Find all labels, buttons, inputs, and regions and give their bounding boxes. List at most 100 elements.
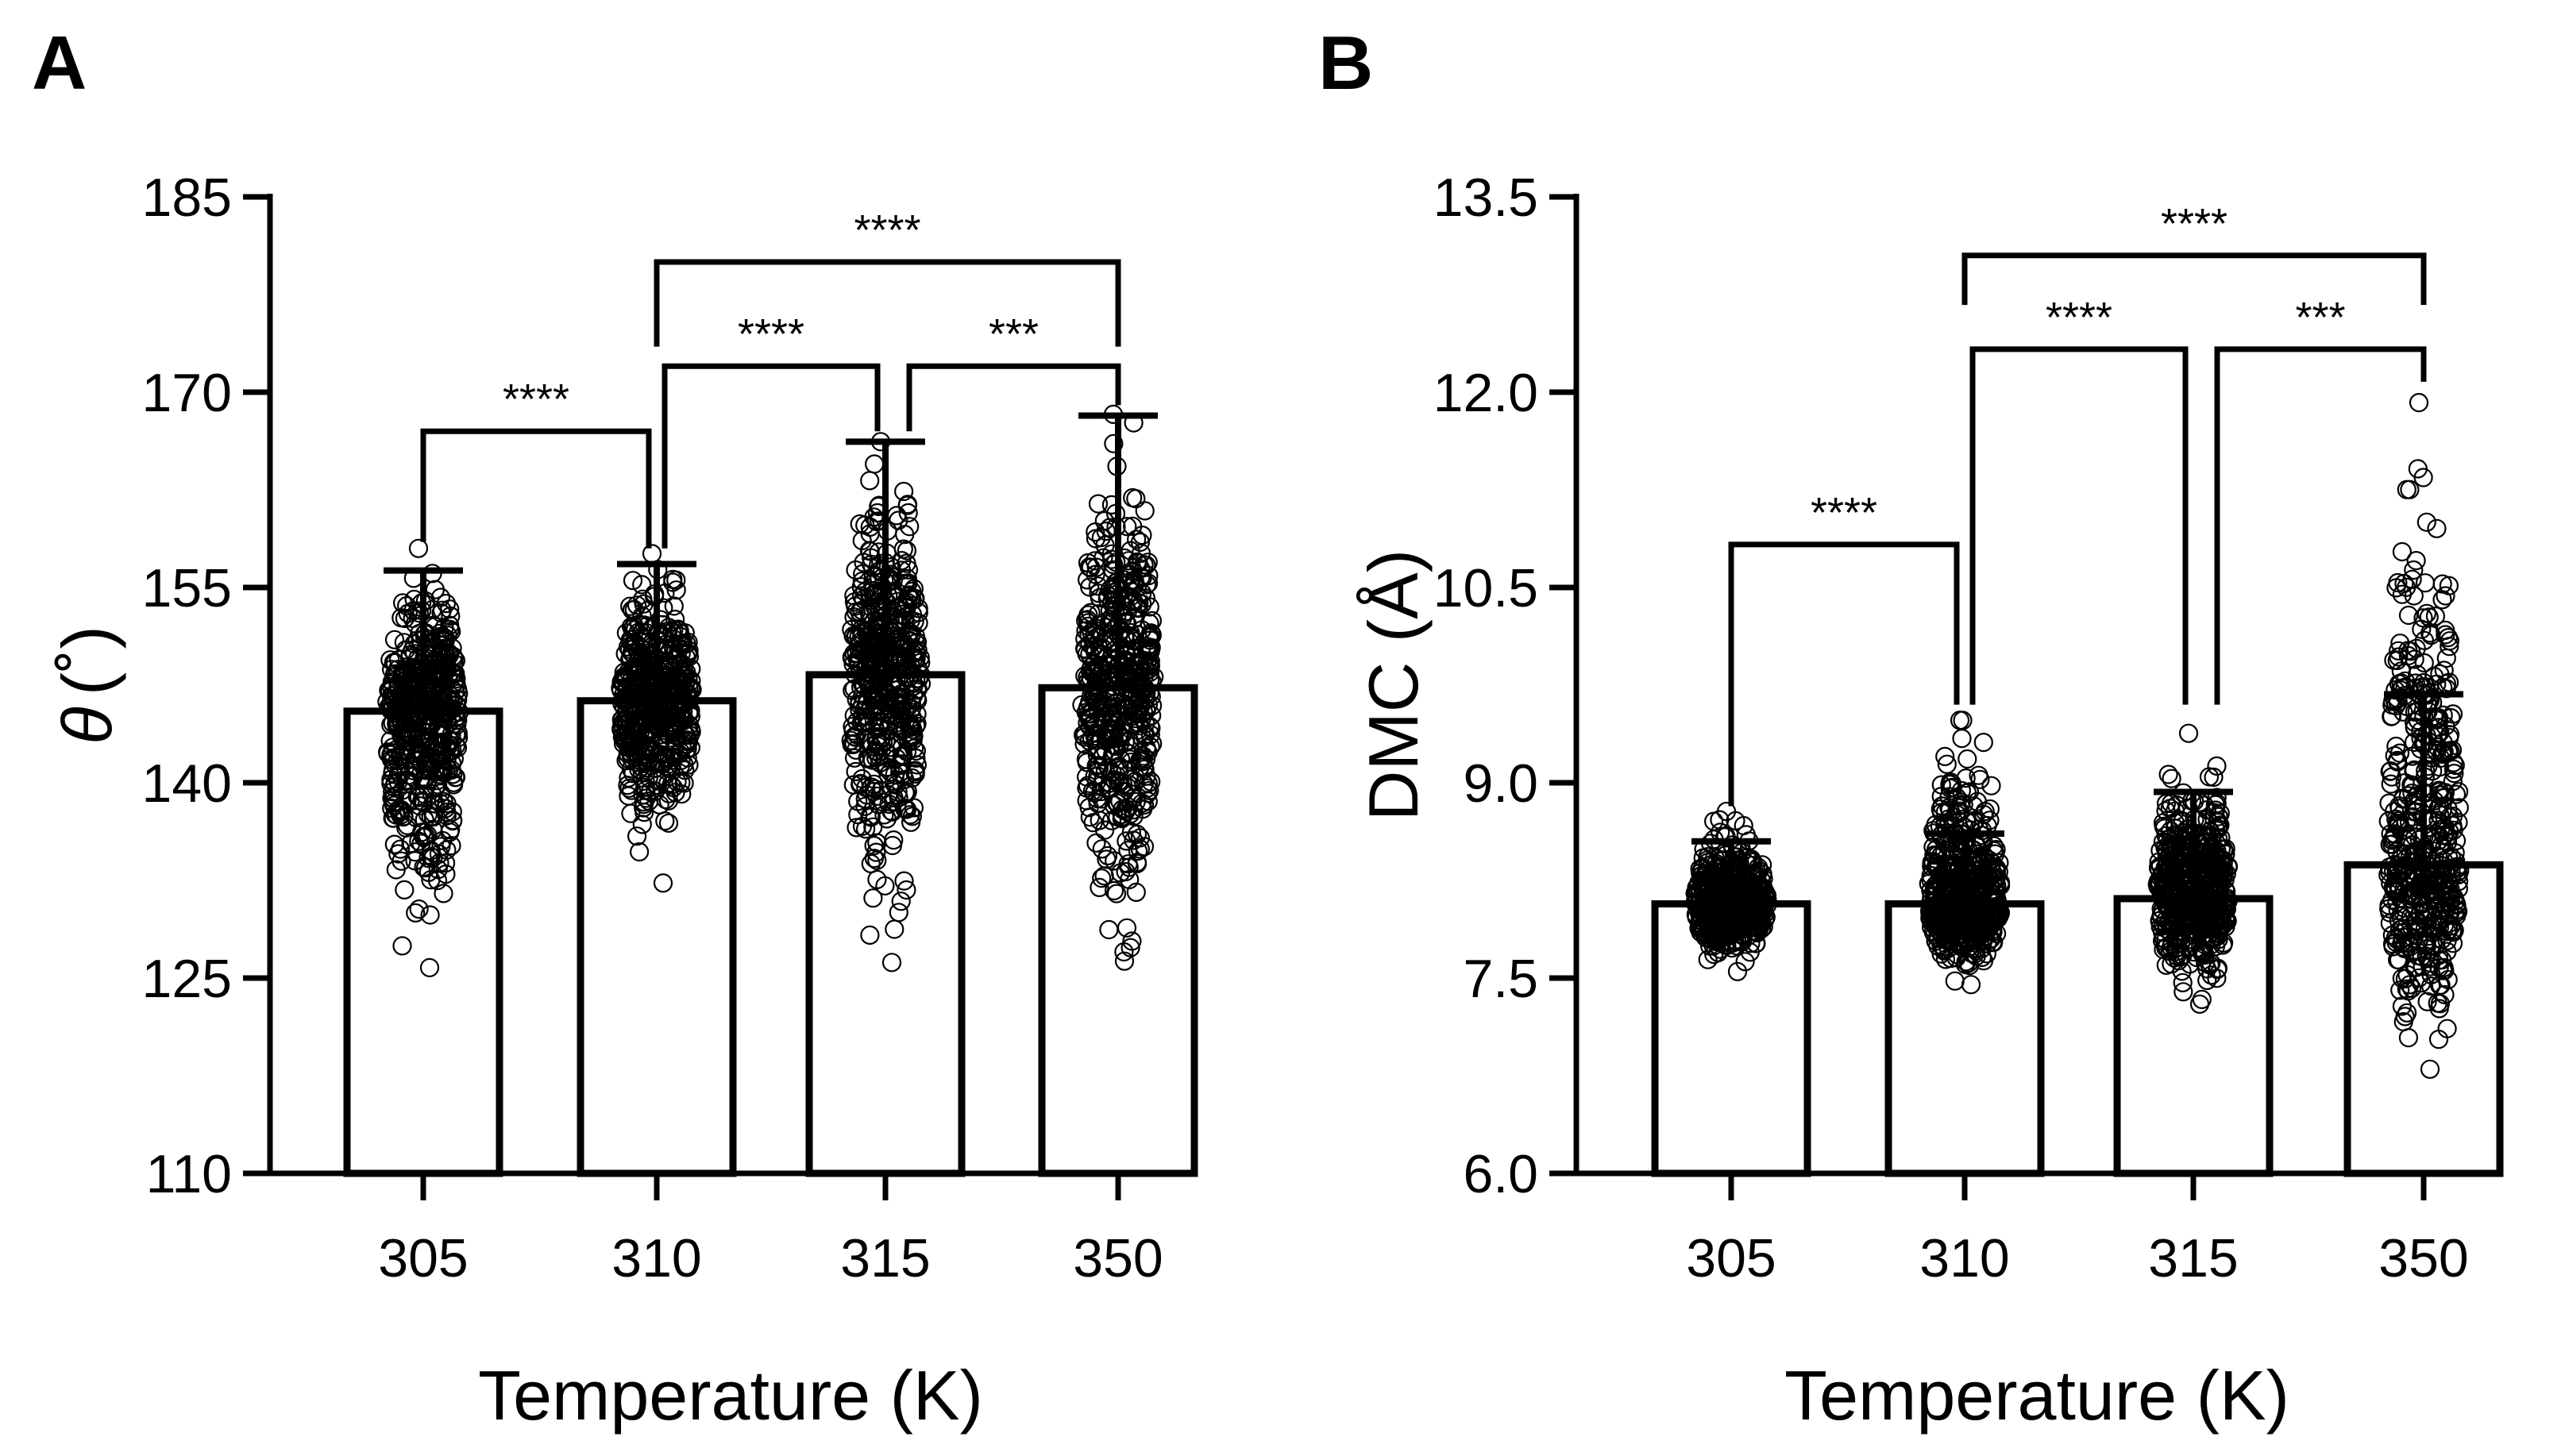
data-point [1124,807,1144,826]
data-point [1131,673,1151,694]
points-305 [377,538,469,977]
data-point [440,741,461,761]
data-point [1078,776,1098,795]
data-point [2410,887,2430,907]
data-point [430,587,451,607]
data-point [409,899,429,919]
data-point [623,644,643,664]
data-point [1080,661,1100,680]
data-point [2393,1011,2413,1032]
data-point [860,631,880,651]
data-point [1126,882,1146,903]
data-point [1117,831,1136,851]
data-point [2436,716,2455,736]
data-point [1123,591,1143,611]
data-point [874,805,894,825]
data-point [871,671,892,691]
data-point [2390,980,2410,1000]
data-point [2421,882,2441,903]
data-point [862,737,882,757]
data-point [852,816,873,836]
data-point [1097,845,1118,866]
data-point [1140,597,1159,617]
data-point [2395,830,2415,850]
data-point [392,936,412,956]
data-point [420,905,440,925]
data-point [1951,780,1971,801]
data-point [844,592,865,612]
data-point [1947,925,1967,945]
data-point [2436,898,2455,918]
data-point [2202,888,2222,908]
data-point [897,880,916,900]
data-point [2397,577,2416,597]
data-point [867,850,887,870]
data-point [1122,561,1142,581]
data-point [863,817,883,837]
data-point [1984,892,2004,911]
data-point [1127,853,1148,873]
data-point [847,711,867,732]
data-point [2384,879,2404,899]
data-point [622,695,642,715]
data-point [1104,433,1124,453]
data-point [1134,837,1155,857]
data-point [2178,885,2198,905]
data-point [2154,816,2174,837]
data-point [2420,623,2440,643]
data-point [623,680,643,700]
data-point [1951,792,1971,812]
y-tick-label: 110 [146,1144,232,1204]
data-point [446,736,466,756]
data-point [897,541,917,560]
data-point [433,830,453,850]
data-point [856,730,876,750]
y-axis-symbol: θ [48,707,126,745]
data-point [2442,921,2463,941]
data-point [2161,828,2181,848]
data-point [1938,886,1958,907]
data-point [615,644,635,664]
panel-label: B [1318,21,1373,106]
sig-bracket [654,259,1121,347]
data-point [1095,723,1115,743]
data-point [1924,845,1944,865]
data-point [1076,703,1096,722]
data-point [1077,791,1097,811]
data-point [842,734,862,755]
data-point [1703,872,1722,892]
data-point [658,813,679,833]
data-point [418,705,438,726]
data-point [2184,942,2204,962]
data-point [1986,839,2006,860]
data-point [2210,857,2230,877]
data-point [1708,925,1728,946]
data-point [2434,661,2454,680]
data-point [636,745,656,765]
data-point [409,831,429,851]
data-point [619,778,639,798]
data-point [2208,807,2228,826]
data-point [899,585,919,605]
data-point [2381,774,2401,794]
data-point [2207,756,2227,776]
data-point [1092,869,1112,888]
data-point [1747,862,1767,882]
data-point [634,594,654,614]
data-point [2189,994,2210,1014]
data-point [2386,928,2405,948]
data-point [1931,935,1951,955]
data-point [664,691,685,711]
sig-label: **** [854,206,920,254]
data-point [380,650,400,670]
data-point [848,654,868,674]
data-point [388,649,409,670]
data-point [2414,653,2434,673]
data-point [2166,904,2186,924]
data-point [2151,906,2171,926]
data-point [860,925,880,946]
data-point [1711,904,1731,924]
data-point [1956,954,1976,975]
